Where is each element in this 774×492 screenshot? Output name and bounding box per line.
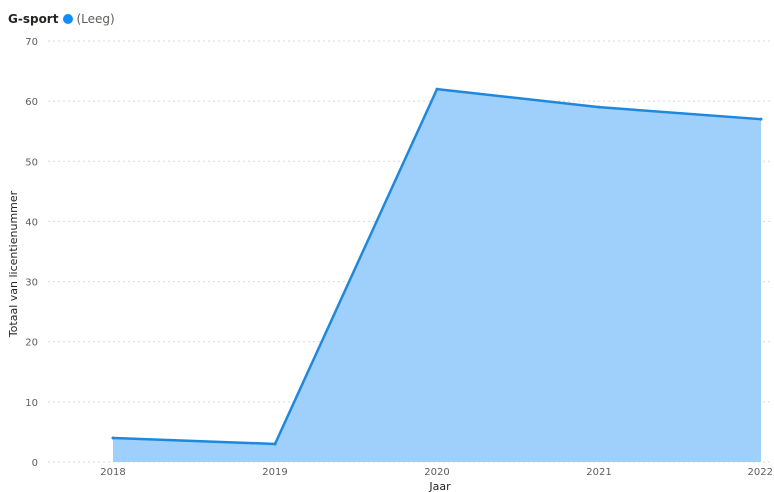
y-axis-title: Totaal van licentienummer: [7, 190, 20, 338]
y-tick-label: 30: [25, 278, 38, 289]
y-tick-label: 70: [25, 37, 38, 48]
x-axis-ticks: 2018 2019 2020 2021 2022: [100, 467, 773, 478]
legend-title: G-sport: [8, 12, 59, 26]
legend-marker-icon: [63, 14, 74, 24]
y-tick-label: 0: [32, 458, 38, 469]
legend: G-sport (Leeg): [8, 10, 115, 28]
data-point-2022[interactable]: [759, 117, 763, 121]
y-tick-label: 60: [25, 97, 38, 108]
legend-entry-label[interactable]: (Leeg): [76, 12, 115, 26]
y-tick-label: 20: [25, 338, 38, 349]
x-tick-label: 2022: [748, 467, 773, 478]
y-tick-label: 10: [25, 398, 38, 409]
x-tick-label: 2019: [262, 467, 287, 478]
data-point-2019[interactable]: [273, 442, 277, 446]
data-point-2020[interactable]: [435, 87, 439, 91]
y-tick-label: 50: [25, 157, 38, 168]
series-layer: [111, 87, 763, 462]
x-axis-title: Jaar: [428, 480, 451, 492]
x-tick-label: 2021: [586, 467, 611, 478]
x-tick-label: 2018: [100, 467, 125, 478]
data-point-2018[interactable]: [111, 436, 115, 440]
area-fill: [113, 89, 761, 462]
data-point-2021[interactable]: [597, 105, 601, 109]
y-axis-ticks: 0 10 20 30 40 50 60 70: [25, 37, 38, 469]
y-tick-label: 40: [25, 217, 38, 228]
x-tick-label: 2020: [424, 467, 449, 478]
